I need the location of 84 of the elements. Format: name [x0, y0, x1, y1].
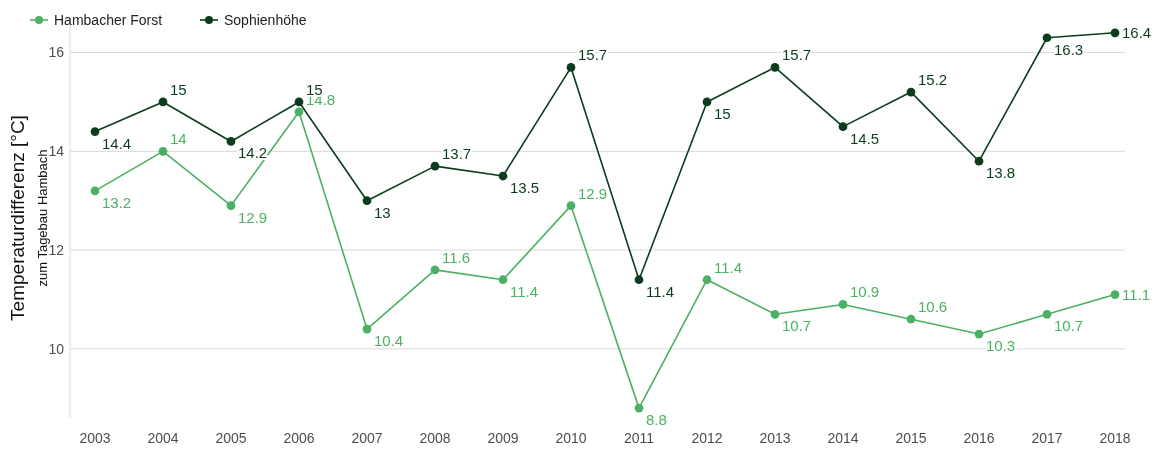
data-label: 12.9 — [238, 208, 268, 226]
point — [634, 403, 644, 413]
y-tick-label: 10 — [48, 340, 65, 357]
data-label: 14 — [170, 130, 187, 148]
data-label: 13.5 — [510, 179, 540, 197]
point — [158, 97, 168, 107]
x-tick-label: 2005 — [215, 430, 247, 446]
data-label: 14.4 — [102, 134, 132, 152]
point — [566, 201, 576, 211]
data-label: 10.7 — [1054, 317, 1084, 335]
point — [294, 97, 304, 107]
data-label: 13.2 — [102, 193, 132, 211]
data-label: 11.4 — [510, 282, 539, 300]
point — [90, 186, 100, 196]
data-label: 15.7 — [578, 46, 608, 64]
x-tick-label: 2004 — [147, 430, 179, 446]
data-label: 15 — [306, 80, 323, 98]
data-label: 11.6 — [442, 248, 471, 266]
data-label: 14.5 — [850, 129, 880, 147]
x-tick-label: 2009 — [487, 430, 519, 446]
point — [226, 201, 236, 211]
point — [362, 196, 372, 206]
x-tick-label: 2013 — [759, 430, 791, 446]
x-tick-label: 2007 — [351, 430, 383, 446]
data-label: 15 — [714, 104, 731, 122]
x-tick-label: 2016 — [963, 430, 995, 446]
x-tick-label: 2008 — [419, 430, 451, 446]
point — [158, 146, 168, 156]
point — [634, 275, 644, 285]
x-tick-label: 2006 — [283, 430, 315, 446]
point — [770, 309, 780, 319]
x-tick-label: 2015 — [895, 430, 927, 446]
data-label: 13.8 — [986, 164, 1016, 182]
point — [362, 324, 372, 334]
point — [974, 329, 984, 339]
data-label: 10.4 — [374, 332, 404, 350]
point — [226, 137, 236, 146]
data-label: 10.6 — [918, 298, 948, 316]
point — [90, 127, 100, 136]
point — [838, 122, 848, 131]
x-tick-label: 2018 — [1099, 430, 1131, 446]
data-label: 16.4 — [1122, 23, 1152, 41]
data-label: 15.2 — [918, 71, 948, 89]
point — [770, 63, 780, 72]
point — [906, 314, 916, 324]
point — [1110, 28, 1120, 38]
legend-label: Sophienhöhe — [224, 11, 307, 28]
x-tick-label: 2010 — [555, 430, 587, 446]
data-label: 12.9 — [578, 184, 608, 202]
y-tick-label: 16 — [48, 44, 65, 61]
y-tick-label: 14 — [48, 143, 65, 160]
point — [294, 107, 304, 117]
data-label: 13 — [374, 203, 391, 221]
data-label: 10.9 — [850, 283, 880, 301]
point — [498, 275, 508, 285]
point — [566, 63, 576, 72]
data-label: 14.2 — [238, 144, 268, 162]
legend-label: Hambacher Forst — [54, 11, 163, 28]
point — [498, 171, 508, 181]
data-label: 15.7 — [782, 46, 812, 64]
point — [1110, 290, 1120, 299]
x-tick-label: 2003 — [79, 430, 111, 446]
data-label: 15 — [170, 80, 187, 98]
point — [702, 275, 712, 285]
data-label: 11.4 — [714, 258, 743, 276]
data-label: 10.3 — [986, 337, 1016, 355]
point — [1042, 309, 1052, 319]
x-tick-label: 2011 — [623, 430, 655, 446]
x-tick-label: 2017 — [1031, 430, 1063, 446]
x-tick-label: 2012 — [691, 430, 723, 446]
point — [430, 265, 440, 275]
point — [430, 161, 440, 171]
data-label: 11.1 — [1122, 285, 1151, 303]
point — [1042, 33, 1052, 43]
data-label: 11.4 — [646, 282, 675, 300]
data-label: 13.7 — [442, 145, 472, 163]
point — [906, 87, 916, 97]
point — [702, 97, 712, 107]
point — [974, 156, 984, 166]
x-tick-label: 2014 — [827, 430, 859, 446]
point — [838, 300, 848, 309]
data-label: 8.8 — [646, 411, 667, 429]
data-label: 10.7 — [782, 317, 812, 335]
data-label: 16.3 — [1054, 40, 1084, 58]
